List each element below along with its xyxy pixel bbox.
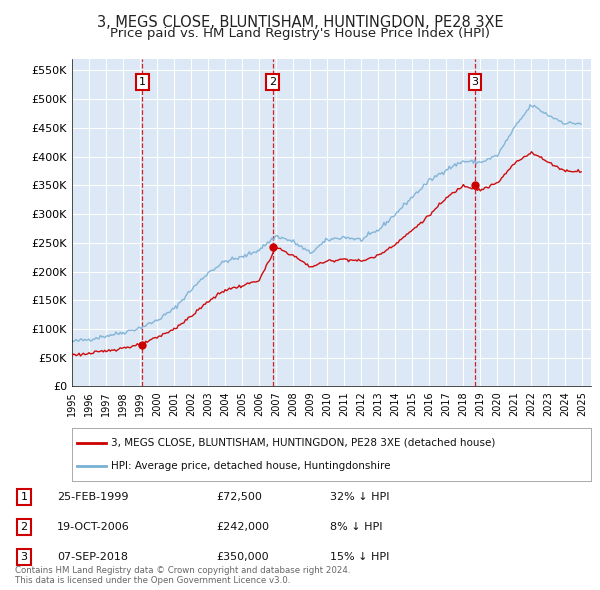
Text: £242,000: £242,000 [216,522,269,532]
Text: 32% ↓ HPI: 32% ↓ HPI [330,492,389,502]
Text: 2: 2 [269,77,276,87]
Text: £72,500: £72,500 [216,492,262,502]
Text: 1: 1 [20,492,28,502]
Text: 3: 3 [20,552,28,562]
Text: 19-OCT-2006: 19-OCT-2006 [57,522,130,532]
Text: Price paid vs. HM Land Registry's House Price Index (HPI): Price paid vs. HM Land Registry's House … [110,27,490,40]
Text: 15% ↓ HPI: 15% ↓ HPI [330,552,389,562]
Text: Contains HM Land Registry data © Crown copyright and database right 2024.
This d: Contains HM Land Registry data © Crown c… [15,566,350,585]
Text: 3, MEGS CLOSE, BLUNTISHAM, HUNTINGDON, PE28 3XE (detached house): 3, MEGS CLOSE, BLUNTISHAM, HUNTINGDON, P… [111,438,496,448]
Text: 2: 2 [20,522,28,532]
Text: 07-SEP-2018: 07-SEP-2018 [57,552,128,562]
Text: 8% ↓ HPI: 8% ↓ HPI [330,522,383,532]
Text: £350,000: £350,000 [216,552,269,562]
Text: 25-FEB-1999: 25-FEB-1999 [57,492,128,502]
Text: 3: 3 [472,77,478,87]
Text: HPI: Average price, detached house, Huntingdonshire: HPI: Average price, detached house, Hunt… [111,461,391,471]
Text: 3, MEGS CLOSE, BLUNTISHAM, HUNTINGDON, PE28 3XE: 3, MEGS CLOSE, BLUNTISHAM, HUNTINGDON, P… [97,15,503,30]
Text: 1: 1 [139,77,146,87]
